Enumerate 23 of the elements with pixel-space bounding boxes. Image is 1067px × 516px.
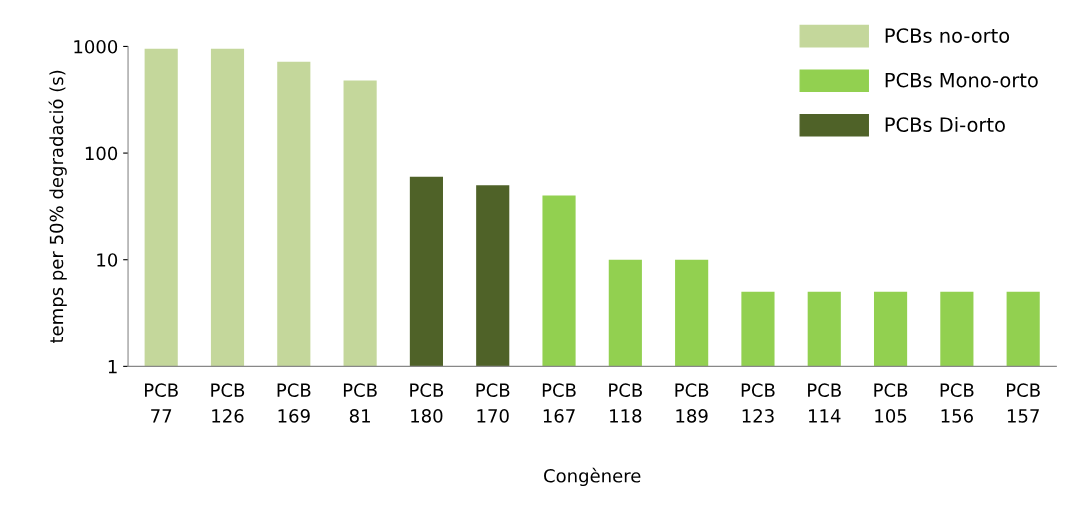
x-tick-label: PCB 169 <box>277 383 311 423</box>
x-tick-label: PCB 105 <box>874 383 908 423</box>
x-tick-label: PCB 123 <box>741 383 775 423</box>
y-tick-label: 1 <box>108 360 117 374</box>
legend-label: PCBs no-orto <box>885 28 1010 43</box>
x-tick-label: PCB 167 <box>542 383 576 423</box>
x-tick-label: PCB 114 <box>808 383 841 423</box>
x-tick-label: PCB 180 <box>410 383 444 423</box>
y-tick-label: 10 <box>97 253 118 267</box>
x-tick-label: PCB 157 <box>1007 383 1040 423</box>
x-tick-label: PCB 189 <box>675 383 709 423</box>
y-tick-label: 1000 <box>74 39 118 54</box>
x-tick-label: PCB 170 <box>476 383 510 423</box>
x-axis-title: Congènere <box>544 467 641 487</box>
x-tick-label: PCB 81 <box>343 383 377 423</box>
x-tick-label: PCB 118 <box>609 383 642 423</box>
x-tick-label: PCB 126 <box>211 383 245 423</box>
legend-label: PCBs Mono-orto <box>885 72 1038 88</box>
y-axis-title: temps per 50% degradació (s) <box>48 70 67 344</box>
legend-label: PCBs Di-orto <box>885 116 1005 132</box>
y-tick-label: 100 <box>85 146 118 161</box>
x-tick-label: PCB 156 <box>940 383 974 423</box>
x-tick-label: PCB 77 <box>145 383 178 423</box>
